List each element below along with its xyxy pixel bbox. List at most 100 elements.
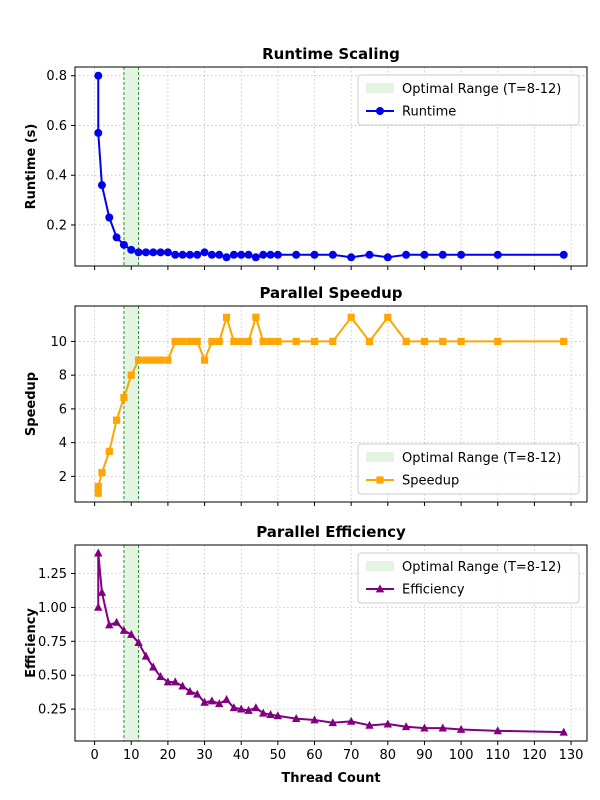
data-point (120, 393, 128, 402)
data-point (292, 337, 300, 346)
legend-swatch-optimal (366, 561, 394, 571)
data-point (208, 337, 216, 346)
data-point (383, 253, 392, 262)
data-point (94, 482, 102, 491)
legend-box (357, 74, 580, 126)
optimal-range-band (123, 306, 139, 502)
data-point (97, 587, 107, 596)
data-point (200, 697, 209, 706)
x-tick-label: 0 (90, 748, 98, 763)
y-tick-label: 0.8 (46, 69, 67, 84)
data-point (171, 677, 180, 686)
data-point (456, 724, 466, 733)
y-tick-label: 4 (59, 436, 67, 451)
legend-marker (375, 584, 385, 593)
data-point (97, 181, 106, 190)
x-tick-label: 90 (416, 748, 433, 763)
data-point (105, 213, 114, 222)
optimal-range-band (123, 545, 139, 741)
data-point (493, 726, 502, 735)
legend-label-optimal: Optimal Range (T=8-12) (402, 451, 561, 466)
data-point (215, 250, 224, 259)
data-point (402, 250, 411, 259)
data-point (119, 625, 129, 634)
y-tick-label: 0.75 (38, 635, 67, 650)
data-point (171, 250, 180, 259)
data-point (186, 337, 194, 346)
x-tick-label: 50 (270, 748, 287, 763)
data-point (401, 722, 411, 731)
data-point (258, 708, 268, 717)
data-point (141, 651, 151, 660)
y-tick-label: 10 (50, 335, 67, 350)
chart-panel-0: 0.2 0.4 0.6 0.8 Runtime Scaling Runtime (s) Op… (24, 45, 588, 270)
x-tick-label: 20 (160, 748, 177, 763)
data-point (259, 250, 268, 259)
data-point (274, 337, 282, 346)
data-point (439, 337, 447, 346)
data-point (559, 250, 568, 259)
data-point (251, 703, 261, 712)
data-point (365, 250, 374, 259)
legend: Optimal Range (T=8-12) Runtime (357, 74, 580, 126)
data-point (134, 356, 143, 364)
data-point (457, 337, 465, 346)
data-point (244, 337, 253, 346)
y-tick-label: 0.6 (46, 119, 67, 134)
data-point (438, 723, 447, 732)
legend-marker (376, 476, 384, 484)
axes-frame (74, 305, 588, 503)
data-point (200, 356, 209, 364)
data-point (266, 337, 275, 346)
x-tick-label: 30 (196, 748, 213, 763)
data-point (347, 253, 356, 262)
legend: Optimal Range (T=8-12) Speedup (357, 443, 580, 495)
data-point (494, 337, 502, 346)
data-point (229, 703, 239, 712)
x-tick-label: 40 (233, 748, 250, 763)
data-point (94, 128, 103, 137)
data-point (134, 248, 143, 257)
x-tick-label: 10 (123, 748, 140, 763)
x-tick-label: 60 (306, 748, 323, 763)
x-tick-label: 70 (343, 748, 360, 763)
data-point (244, 705, 253, 714)
data-point (98, 469, 106, 477)
data-point (237, 337, 245, 346)
chart-title: Parallel Speedup (259, 284, 402, 302)
x-tick-label: 80 (380, 748, 397, 763)
data-point (420, 723, 429, 732)
x-tick-label: 120 (522, 748, 547, 763)
data-point (94, 602, 103, 611)
data-point (193, 689, 202, 698)
data-point (127, 629, 136, 638)
data-point (178, 250, 187, 259)
data-point (259, 337, 267, 346)
data-point (347, 313, 355, 321)
chart-title: Parallel Efficiency (256, 523, 406, 541)
data-point (402, 337, 410, 346)
chart-panel-2: 0 10 20 30 40 50 60 70 80 90 100 110 120 130 0.25 0.50 0… (24, 523, 588, 786)
data-point (493, 250, 502, 259)
y-tick-label: 0.50 (38, 669, 67, 684)
y-tick-label: 6 (59, 402, 67, 417)
data-point (171, 337, 179, 346)
data-point (266, 709, 275, 718)
legend-label-optimal: Optimal Range (T=8-12) (402, 560, 561, 575)
x-tick-label: 130 (559, 748, 584, 763)
legend-swatch-optimal (366, 83, 394, 93)
data-point (310, 337, 319, 346)
data-point (251, 253, 260, 262)
data-point (365, 337, 374, 346)
legend-box (357, 552, 580, 604)
data-point (134, 638, 143, 647)
data-point (438, 250, 447, 259)
data-point (291, 714, 301, 723)
y-tick-label: 1.00 (38, 601, 67, 616)
data-point (112, 617, 121, 626)
data-point (127, 245, 136, 254)
data-point (185, 250, 194, 259)
y-axis-label: Efficiency (24, 608, 39, 678)
data-point (207, 696, 217, 705)
data-point (310, 250, 319, 259)
